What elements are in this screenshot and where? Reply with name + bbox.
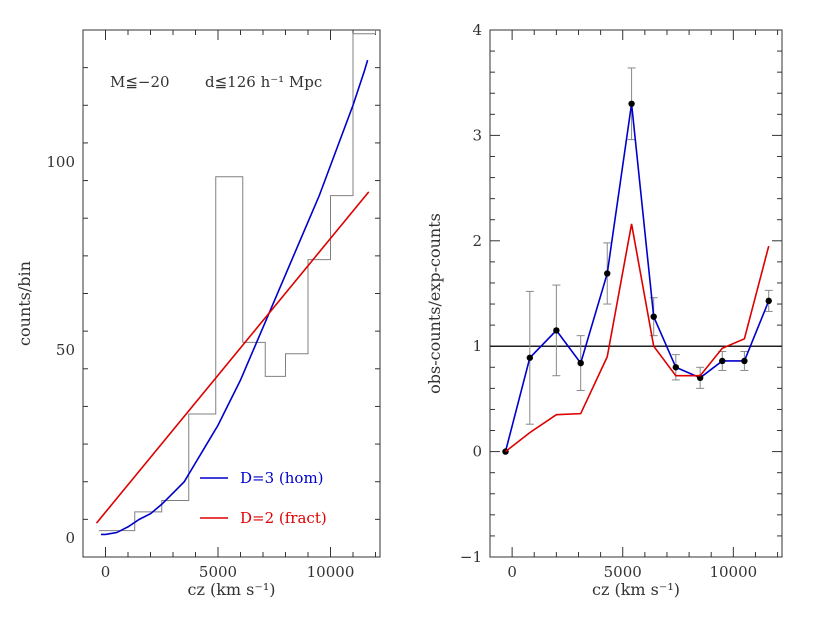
x-tick-label: 10000 <box>307 563 355 581</box>
series-line-1 <box>504 223 770 453</box>
y-axis-label: counts/bin <box>15 261 34 346</box>
plot-frame <box>82 29 381 558</box>
data-point <box>628 100 635 107</box>
x-axis-label: cz (km s⁻¹) <box>188 580 276 599</box>
data-point <box>719 357 726 365</box>
data-point <box>741 357 748 365</box>
y-tick-label: 2 <box>472 232 482 250</box>
y-tick-label: 0 <box>65 529 75 547</box>
y-tick-label: 3 <box>472 126 482 144</box>
y-tick-label: 0 <box>472 443 482 461</box>
data-point <box>577 359 584 367</box>
data-point <box>650 313 657 320</box>
left-panel: 0 5000 10000 0 50 100 cz (km s⁻¹) counts/bin M≦−… <box>15 29 381 599</box>
y-tick-label: 1 <box>472 337 482 355</box>
y-tick-label: −1 <box>460 548 482 566</box>
data-point <box>672 364 680 371</box>
x-tick-label: 0 <box>507 563 517 581</box>
series-line-0 <box>101 59 369 536</box>
x-tick-label: 0 <box>101 563 111 581</box>
series-line-0 <box>504 103 770 452</box>
y-tick-label: 4 <box>472 21 482 39</box>
annotation-magnitude: M≦−20 <box>110 73 170 91</box>
plot-frame <box>489 29 783 558</box>
data-point <box>604 270 611 277</box>
histogram-steps <box>98 30 376 532</box>
x-tick-label: 5000 <box>604 563 642 581</box>
y-tick-label: 100 <box>46 153 75 171</box>
annotation-distance: d≦126 h⁻¹ Mpc <box>205 73 322 91</box>
data-point <box>553 327 560 334</box>
legend-label-0: D=3 (hom) <box>240 469 324 487</box>
y-tick-label: 50 <box>56 341 75 359</box>
data-point <box>526 354 534 361</box>
data-point <box>765 297 772 305</box>
right-panel: 0 5000 10000 −1 0 1 2 3 4 cz (km s⁻¹) obs-counts/e… <box>425 21 783 599</box>
x-axis-label: cz (km s⁻¹) <box>592 580 680 599</box>
x-tick-label: 10000 <box>709 563 757 581</box>
legend-label-1: D=2 (fract) <box>240 509 327 527</box>
series-line-1 <box>95 191 370 524</box>
x-tick-label: 5000 <box>199 563 237 581</box>
y-axis-label: obs-counts/exp-counts <box>425 213 444 394</box>
